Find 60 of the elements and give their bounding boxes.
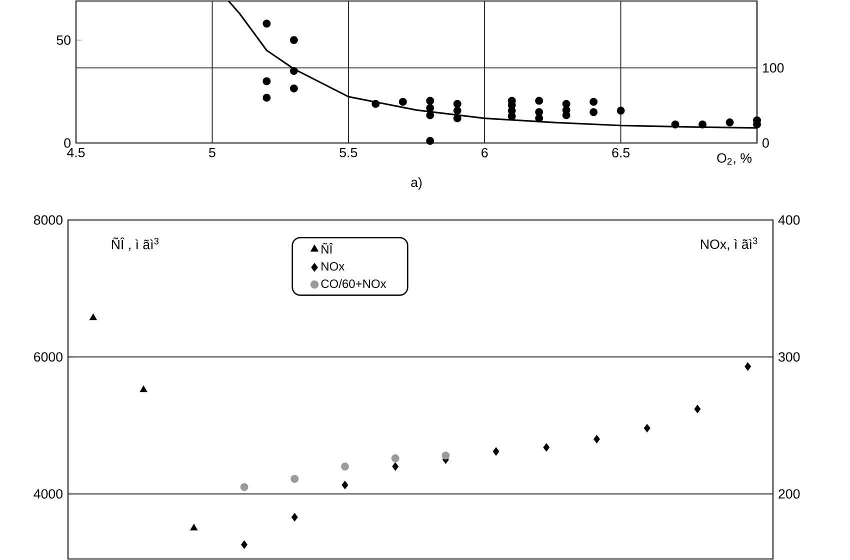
point — [372, 100, 380, 108]
y2-tick-label: 0 — [762, 138, 769, 148]
point — [290, 84, 298, 92]
point — [535, 114, 544, 122]
y2-tick-label: 400 — [778, 215, 800, 225]
y2-tick-label: 300 — [778, 352, 800, 362]
y2-tick-label: 100 — [763, 63, 784, 73]
point — [644, 424, 650, 432]
y-tick-label: 4000 — [34, 489, 63, 499]
point — [262, 20, 271, 28]
point — [535, 96, 544, 105]
y2-tick-label: 200 — [778, 489, 800, 499]
legend-label: NOx — [322, 262, 344, 271]
text: a) — [411, 177, 422, 190]
point — [290, 66, 298, 75]
x-tick-label: 5 — [209, 148, 216, 158]
legend-label: CO/60+NOx — [321, 279, 386, 288]
x-tick-label: 6.5 — [612, 148, 630, 158]
point — [453, 106, 462, 115]
point — [90, 314, 97, 320]
y-tick-label: 8000 — [34, 215, 63, 225]
x-tick-label: 5.5 — [340, 148, 358, 158]
point — [616, 106, 625, 115]
y2-axis-title: NOx, ì ãì$^{3}$ — [700, 237, 758, 251]
point — [342, 481, 348, 490]
point — [453, 100, 462, 108]
point — [262, 94, 271, 102]
point — [392, 462, 398, 471]
point — [726, 118, 734, 126]
point — [291, 513, 298, 522]
point — [543, 443, 550, 452]
point — [590, 98, 598, 106]
point — [426, 111, 434, 120]
y-tick-label: 50 — [56, 35, 71, 45]
point — [290, 36, 298, 44]
legend-label: ÑÎ — [322, 242, 333, 254]
point — [744, 362, 751, 371]
point — [340, 462, 349, 471]
y-axis-title: ÑÎ , ì ãì$^{3}$ — [112, 237, 159, 251]
point — [190, 524, 198, 530]
point — [508, 112, 516, 120]
point — [442, 452, 450, 460]
point — [671, 120, 680, 128]
point — [590, 108, 598, 116]
point — [290, 474, 299, 483]
point — [140, 386, 148, 392]
point — [426, 96, 434, 105]
point — [694, 405, 701, 414]
x-axis-title: O$_{2}$, % — [717, 153, 752, 165]
point — [240, 483, 248, 492]
point — [492, 447, 500, 456]
point — [391, 454, 400, 462]
point — [698, 120, 707, 128]
point — [594, 435, 600, 444]
point — [426, 104, 434, 112]
point — [262, 77, 271, 86]
x-tick-label: 6 — [482, 148, 488, 158]
point — [398, 98, 407, 106]
y-tick-label: 6000 — [34, 352, 63, 362]
x-tick-label: 4.5 — [67, 148, 85, 158]
